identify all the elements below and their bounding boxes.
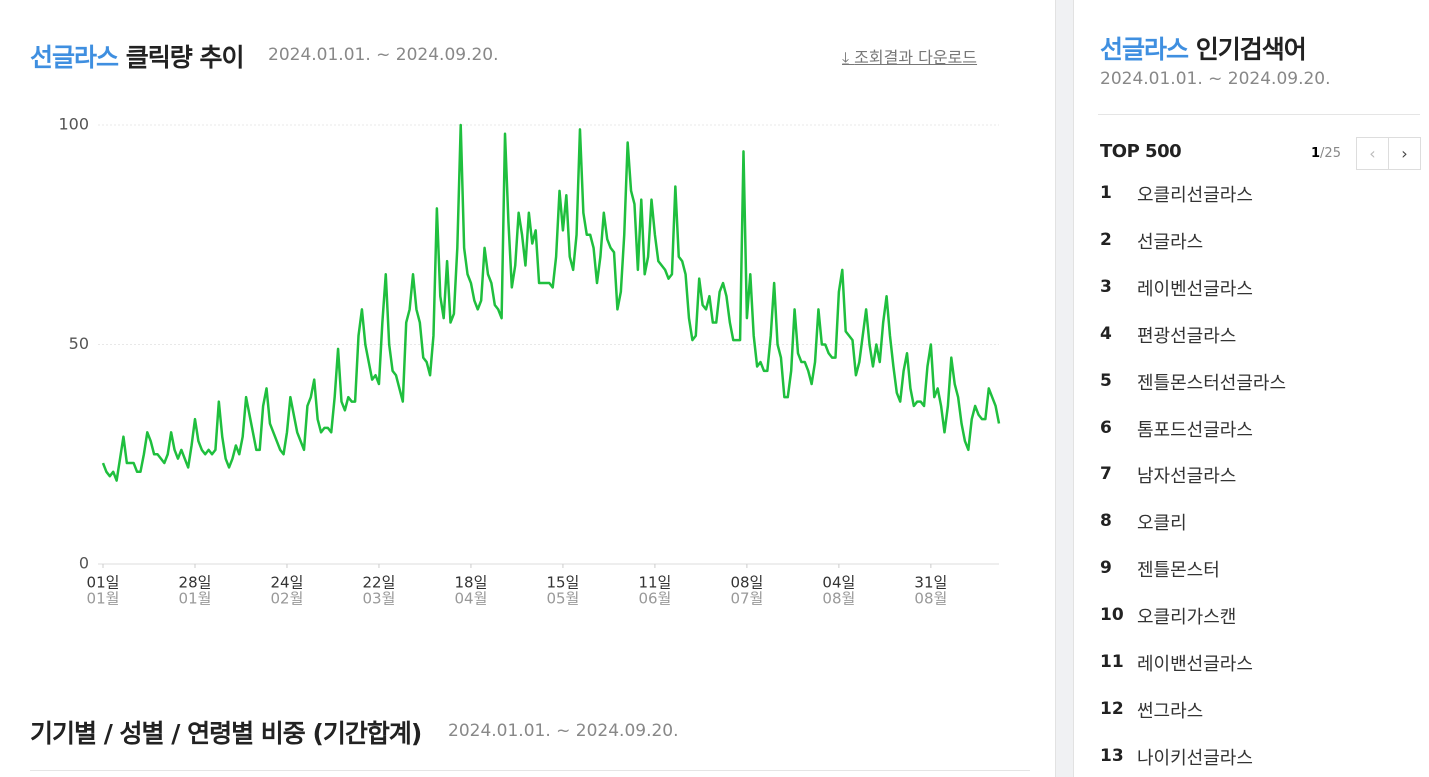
search-term[interactable]: 레이벤선글라스 — [1137, 278, 1253, 300]
sidebar-title: 선글라스 인기검색어 — [1100, 30, 1307, 66]
search-term[interactable]: 오클리가스캔 — [1137, 607, 1237, 629]
x-tick-sublabel: 08월 — [914, 590, 947, 608]
line — [101, 123, 1001, 482]
x-tick-sublabel: 05월 — [546, 590, 579, 608]
x-tick-sublabel: 06월 — [638, 590, 671, 608]
rank-number: 8 — [1100, 511, 1112, 532]
next-button[interactable]: › — [1388, 137, 1421, 170]
x-tick-label: 28일 — [179, 574, 212, 592]
x-tick-label: 18일 — [454, 574, 487, 592]
pager: 1/25 — [1311, 146, 1341, 161]
x-tick-label: 11일 — [638, 574, 671, 592]
rank-number: 5 — [1100, 370, 1112, 391]
divider — [1098, 114, 1420, 115]
y-tick-label: 0 — [79, 554, 89, 573]
y-tick-label: 50 — [69, 334, 89, 353]
search-term[interactable]: 레이밴선글라스 — [1137, 654, 1253, 675]
rank-number: 3 — [1100, 276, 1112, 297]
section-period: 2024.01.01. ~ 2024.09.20. — [448, 721, 679, 741]
rank-number: 12 — [1100, 698, 1124, 719]
rank-number: 6 — [1100, 417, 1112, 438]
search-term[interactable]: 젠틀몬스터 — [1137, 560, 1220, 582]
chart: 05010001일01월28일01월24일02월22일03월18일04월15일0… — [58, 115, 1001, 608]
search-term[interactable]: 오클리선글라스 — [1137, 185, 1253, 206]
search-term[interactable]: 나이키선글라스 — [1137, 747, 1253, 769]
x-tick-sublabel: 03월 — [363, 590, 396, 608]
prev-button[interactable]: ‹ — [1356, 137, 1389, 170]
search-term[interactable]: 편광선글라스 — [1137, 325, 1237, 347]
rank-number: 2 — [1100, 229, 1112, 250]
title: 인기검색어 — [1195, 35, 1307, 64]
chart-title: 선글라스 클릭량 추이 — [30, 38, 245, 74]
rank-number: 11 — [1100, 652, 1124, 672]
sidebar-period: 2024.01.01. ~ 2024.09.20. — [1100, 69, 1331, 89]
x-tick-sublabel: 01월 — [179, 590, 212, 608]
x-tick-sublabel: 07월 — [730, 590, 763, 608]
rank-number: 9 — [1100, 558, 1112, 579]
x-tick-label: 24일 — [271, 574, 304, 592]
search-term[interactable]: 젠틀몬스터선글라스 — [1137, 372, 1287, 394]
x-tick-label: 01일 — [87, 574, 120, 592]
x-tick-label: 22일 — [363, 574, 396, 592]
keyword: 선글라스 — [1100, 35, 1189, 64]
search-term[interactable]: 선글라스 — [1137, 231, 1204, 253]
x-tick-sublabel: 08월 — [822, 590, 855, 608]
search-term[interactable]: 남자선글라스 — [1137, 466, 1237, 488]
page-total: /25 — [1320, 146, 1341, 161]
search-term[interactable]: 오클리 — [1137, 513, 1187, 535]
period: 2024.01.01. ~ 2024.09.20. — [268, 45, 499, 65]
rank-number: 1 — [1100, 183, 1112, 203]
rank-number: 4 — [1100, 323, 1112, 344]
keyword: 선글라스 — [30, 43, 119, 72]
top-label: TOP 500 — [1100, 141, 1182, 162]
x-tick-sublabel: 01월 — [87, 590, 120, 608]
title: 클릭량 추이 — [125, 43, 245, 72]
x-tick-sublabel: 02월 — [271, 590, 304, 608]
x-tick-label: 15일 — [546, 574, 579, 592]
section-title: 기기별 / 성별 / 연령별 비중 (기간합계) — [30, 719, 422, 748]
x-tick-sublabel: 04월 — [454, 590, 487, 608]
page-current: 1 — [1311, 146, 1321, 161]
x-tick-label: 08일 — [730, 574, 763, 592]
rank-number: 13 — [1100, 745, 1124, 766]
panel-gap — [1055, 0, 1074, 777]
x-tick-label: 31일 — [914, 574, 947, 592]
rank-number: 10 — [1100, 605, 1124, 626]
download-icon: ⤓ — [842, 48, 855, 67]
search-term[interactable]: 톰포드선글라스 — [1137, 419, 1253, 441]
rank-number: 7 — [1100, 464, 1112, 485]
search-term[interactable]: 썬그라스 — [1137, 700, 1204, 722]
divider — [30, 770, 1030, 771]
download-link[interactable]: ⤓ 조회결과 다운로드 — [842, 44, 977, 68]
y-tick-label: 100 — [58, 115, 89, 134]
x-tick-label: 04일 — [822, 574, 855, 592]
download-text: 조회결과 다운로드 — [854, 48, 978, 67]
